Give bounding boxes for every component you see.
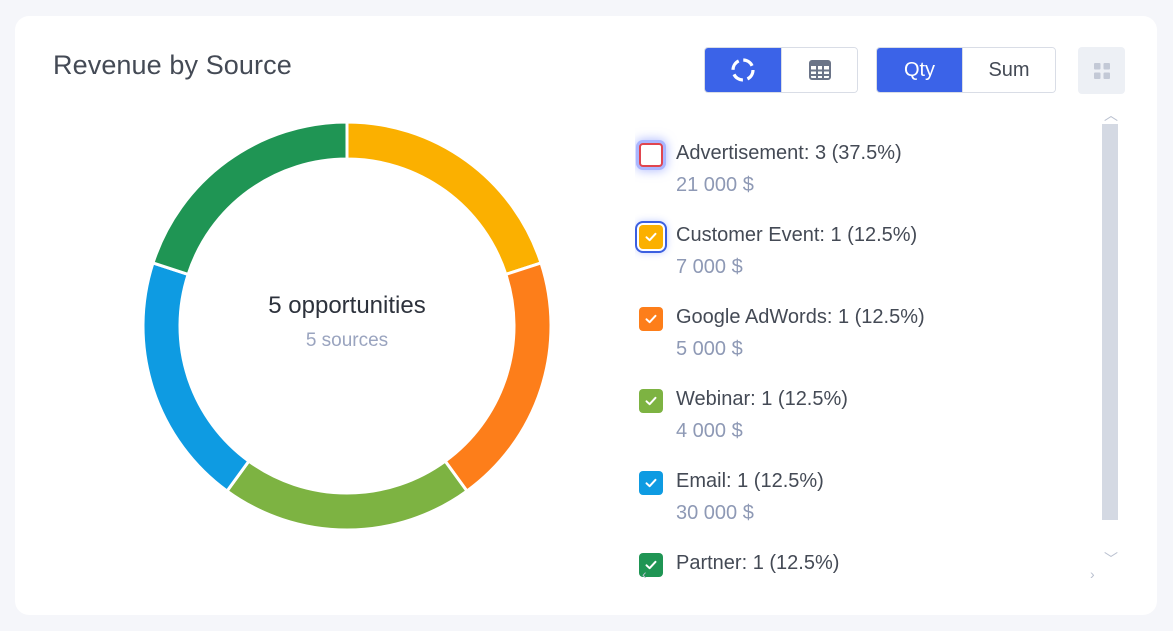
table-icon <box>808 60 831 80</box>
legend-item-email[interactable]: Email: 1 (12.5%) 30 000 $ <box>635 466 1075 536</box>
legend-label: Partner: 1 (12.5%) <box>676 552 840 574</box>
legend-checkbox-partner[interactable] <box>639 553 663 577</box>
legend-label: Webinar: 1 (12.5%) <box>676 388 848 410</box>
grid-dots-icon <box>1093 62 1110 79</box>
scroll-left-icon[interactable]: ‹ <box>642 566 647 582</box>
legend-value: 4 000 $ <box>676 420 743 442</box>
qty-button[interactable]: Qty <box>877 48 962 92</box>
view-toggle <box>704 47 858 93</box>
donut-view-button[interactable] <box>705 48 781 92</box>
legend-item-partner[interactable]: Partner: 1 (12.5%) <box>635 548 1075 580</box>
legend-checkbox-email[interactable] <box>639 471 663 495</box>
legend-checkbox-customer-event[interactable] <box>639 225 663 249</box>
donut-chart-icon <box>731 58 755 82</box>
donut-slice-partner[interactable] <box>151 120 349 277</box>
legend-value: 21 000 $ <box>676 174 754 196</box>
legend-item-customer-event[interactable]: Customer Event: 1 (12.5%) 7 000 $ <box>635 220 1075 290</box>
table-view-button[interactable] <box>781 48 857 92</box>
legend-checkbox-advertisement[interactable] <box>639 143 663 167</box>
more-options-button[interactable] <box>1078 47 1125 94</box>
legend-item-google-adwords[interactable]: Google AdWords: 1 (12.5%) 5 000 $ <box>635 302 1075 372</box>
donut-chart: 5 opportunities 5 sources <box>141 120 553 532</box>
revenue-card: Revenue by Source Qty Sum <box>15 16 1157 615</box>
scroll-up-icon[interactable]: ︿ <box>1104 107 1118 123</box>
legend-label: Advertisement: 3 (37.5%) <box>676 142 902 164</box>
donut-slice-customer-event[interactable] <box>345 120 543 277</box>
donut-slice-google-adwords[interactable] <box>443 261 553 494</box>
page-title: Revenue by Source <box>53 50 292 80</box>
donut-slice-webinar[interactable] <box>224 459 470 532</box>
mode-toggle: Qty Sum <box>876 47 1056 93</box>
legend-label: Google AdWords: 1 (12.5%) <box>676 306 925 328</box>
scroll-right-icon[interactable]: › <box>1090 566 1095 582</box>
legend-checkbox-webinar[interactable] <box>639 389 663 413</box>
legend-value: 7 000 $ <box>676 256 743 278</box>
vertical-scrollbar[interactable] <box>1102 124 1118 520</box>
scroll-down-icon[interactable]: ﹀ <box>1104 551 1118 567</box>
legend-label: Email: 1 (12.5%) <box>676 470 824 492</box>
legend-label: Customer Event: 1 (12.5%) <box>676 224 918 246</box>
legend-item-webinar[interactable]: Webinar: 1 (12.5%) 4 000 $ <box>635 384 1075 454</box>
donut-svg <box>141 120 553 532</box>
legend-value: 30 000 $ <box>676 502 754 524</box>
sum-button[interactable]: Sum <box>962 48 1055 92</box>
donut-slice-email[interactable] <box>141 261 251 494</box>
legend-list: Advertisement: 3 (37.5%) 21 000 $ Customer… <box>635 122 1095 580</box>
legend-checkbox-google-adwords[interactable] <box>639 307 663 331</box>
legend-item-advertisement[interactable]: Advertisement: 3 (37.5%) 21 000 $ <box>635 138 1075 208</box>
legend-value: 5 000 $ <box>676 338 743 360</box>
